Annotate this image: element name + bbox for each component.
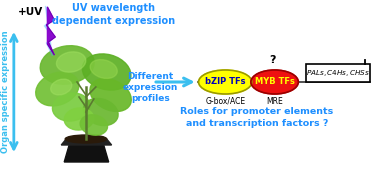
Ellipse shape — [251, 70, 298, 94]
Ellipse shape — [90, 60, 117, 78]
Text: $\mathit{PALs, C4Hs, CHSs}$: $\mathit{PALs, C4Hs, CHSs}$ — [306, 68, 370, 78]
Ellipse shape — [53, 93, 90, 121]
Text: ?: ? — [270, 55, 276, 65]
Text: MRE: MRE — [266, 97, 283, 106]
Ellipse shape — [198, 70, 252, 94]
Polygon shape — [61, 139, 112, 145]
Ellipse shape — [36, 72, 79, 106]
Text: +UV: +UV — [18, 7, 43, 17]
Text: Different
expression
profiles: Different expression profiles — [122, 72, 178, 103]
Ellipse shape — [90, 79, 131, 112]
Polygon shape — [45, 6, 53, 56]
Ellipse shape — [51, 79, 72, 95]
Ellipse shape — [80, 115, 107, 135]
Ellipse shape — [40, 46, 94, 84]
Text: Organ specific expression: Organ specific expression — [2, 31, 11, 153]
Text: bZIP TFs: bZIP TFs — [205, 78, 245, 87]
Polygon shape — [46, 7, 55, 55]
Ellipse shape — [65, 135, 107, 143]
Ellipse shape — [64, 108, 94, 130]
Ellipse shape — [82, 54, 131, 90]
Text: G-box/ACE: G-box/ACE — [205, 97, 245, 106]
Text: MYB TFs: MYB TFs — [255, 78, 294, 87]
Text: UV wavelength
dependent expression: UV wavelength dependent expression — [52, 3, 175, 26]
Ellipse shape — [84, 98, 118, 125]
Polygon shape — [64, 145, 108, 162]
Ellipse shape — [56, 52, 86, 72]
FancyBboxPatch shape — [306, 64, 370, 82]
Text: Roles for promoter elements
and transcription factors ?: Roles for promoter elements and transcri… — [180, 107, 333, 128]
